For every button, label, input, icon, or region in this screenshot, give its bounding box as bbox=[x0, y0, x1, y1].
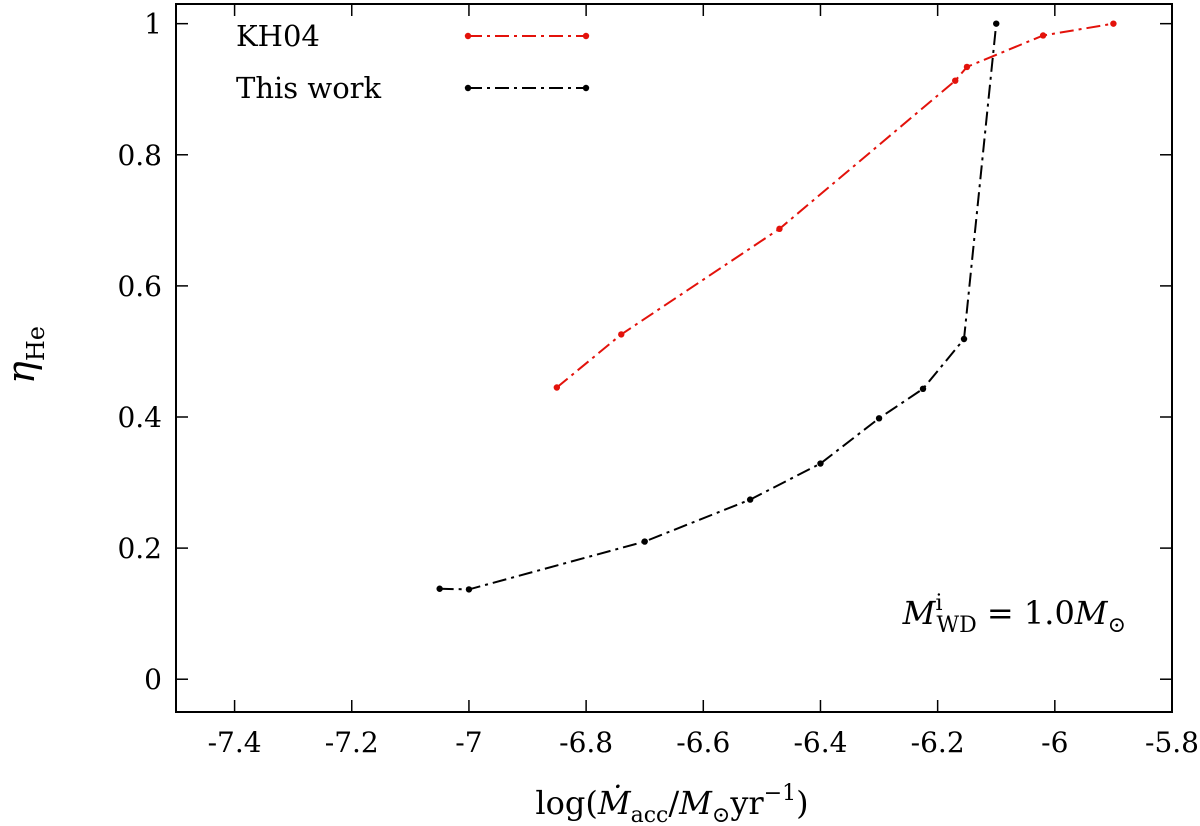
data-point-kh04 bbox=[1110, 20, 1117, 27]
legend-label: This work bbox=[236, 71, 382, 105]
x-tick-label: -6.6 bbox=[676, 726, 730, 759]
data-point-kh04 bbox=[963, 63, 971, 71]
y-tick-label: 0.8 bbox=[117, 139, 162, 172]
series-line-this-work bbox=[439, 23, 998, 591]
y-tick-label: 1 bbox=[144, 8, 162, 41]
x-tick-label: -6.4 bbox=[793, 726, 847, 759]
y-tick-label: 0 bbox=[144, 663, 162, 696]
x-axis-label: log(Ṁacc/M⊙yr−1) bbox=[535, 781, 808, 826]
legend-marker bbox=[464, 84, 472, 92]
data-point-kh04 bbox=[776, 225, 783, 233]
data-point-this-work bbox=[960, 335, 968, 343]
data-point-this-work bbox=[641, 538, 648, 545]
x-tick-label: -7.2 bbox=[325, 726, 379, 759]
x-tick-label: -7.4 bbox=[208, 726, 262, 759]
data-point-this-work bbox=[817, 460, 824, 467]
data-point-this-work bbox=[436, 585, 443, 592]
y-axis-label: ηHe bbox=[0, 326, 50, 384]
data-point-kh04 bbox=[1039, 32, 1047, 39]
legend-marker bbox=[582, 32, 590, 40]
data-point-kh04 bbox=[553, 384, 561, 391]
x-tick-label: -6.2 bbox=[911, 726, 965, 759]
x-tick-label: -5.8 bbox=[1145, 726, 1199, 759]
data-point-this-work bbox=[919, 385, 927, 393]
data-point-this-work bbox=[465, 586, 473, 593]
legend-label: KH04 bbox=[236, 19, 320, 53]
legend-marker bbox=[464, 32, 472, 40]
data-point-this-work bbox=[875, 415, 883, 422]
x-tick-label: -6 bbox=[1041, 726, 1068, 759]
data-point-kh04 bbox=[952, 77, 959, 84]
series-line-kh04 bbox=[556, 22, 1114, 389]
data-point-this-work bbox=[746, 496, 754, 503]
x-tick-label: -6.8 bbox=[559, 726, 613, 759]
x-tick-label: -7 bbox=[455, 726, 482, 759]
y-tick-label: 0.2 bbox=[117, 532, 162, 565]
legend-marker bbox=[582, 84, 590, 92]
data-point-this-work bbox=[993, 20, 1000, 27]
mass-annotation: Mi WD = 1.0M⊙ bbox=[902, 591, 1126, 638]
plot-area-frame bbox=[175, 3, 1173, 713]
data-point-kh04 bbox=[618, 331, 625, 338]
y-tick-label: 0.6 bbox=[117, 270, 162, 303]
y-tick-label: 0.4 bbox=[117, 401, 162, 434]
